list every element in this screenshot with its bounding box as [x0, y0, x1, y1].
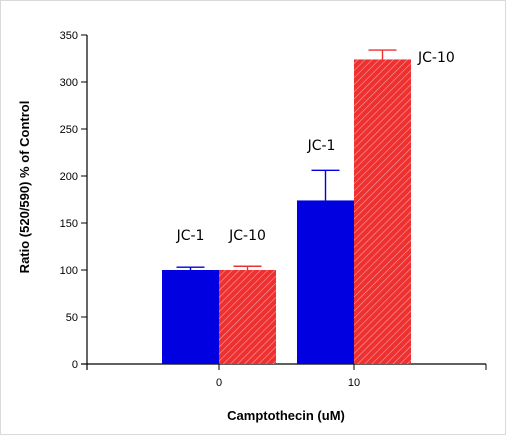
y-axis-title: Ratio (520/590) % of Control [17, 101, 32, 274]
bar-annotation: JC-10 [417, 50, 455, 66]
bar-annotation: JC-1 [307, 138, 336, 154]
x-tick-label: 10 [348, 377, 360, 389]
y-tick-label: 300 [60, 77, 78, 89]
bar-annotation: JC-10 [228, 228, 266, 244]
bar-jc-1-10 [297, 200, 354, 364]
bar-jc-1-0 [162, 270, 219, 364]
y-tick-label: 100 [60, 265, 78, 277]
bar-annotation: JC-1 [176, 228, 205, 244]
y-tick-label: 350 [60, 30, 78, 42]
x-tick-label: 0 [216, 377, 222, 389]
y-tick-label: 200 [60, 171, 78, 183]
bar-jc-10-10 [354, 59, 411, 364]
bars [162, 50, 411, 364]
y-tick-label: 150 [60, 218, 78, 230]
x-axis-title: Camptothecin (uM) [227, 408, 345, 423]
y-tick-label: 0 [72, 359, 78, 371]
y-tick-label: 50 [66, 312, 78, 324]
bar-jc-10-0 [219, 270, 276, 364]
y-tick-label: 250 [60, 124, 78, 136]
